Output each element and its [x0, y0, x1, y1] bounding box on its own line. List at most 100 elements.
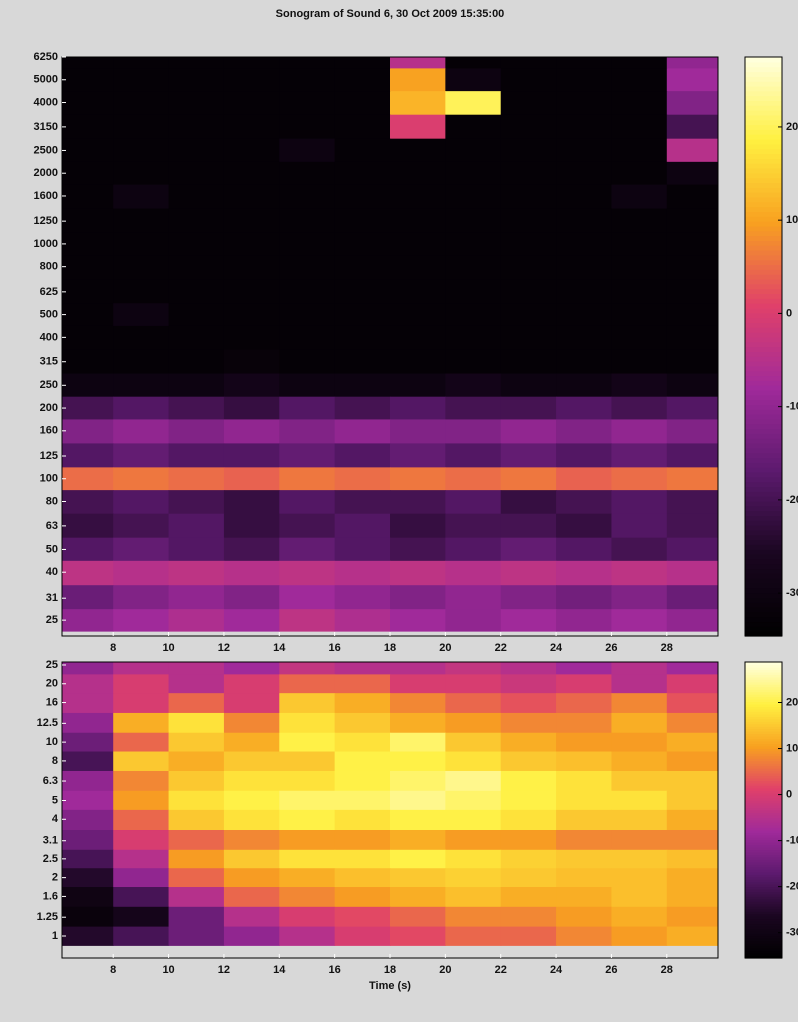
heatmap-cell	[168, 490, 225, 515]
heatmap-cell	[168, 184, 225, 210]
heatmap-cell	[279, 255, 336, 280]
heatmap-cell	[500, 751, 557, 772]
heatmap-cell	[113, 560, 170, 586]
colorbar-step	[745, 317, 782, 323]
heatmap-cell	[223, 662, 280, 675]
heatmap-cell	[445, 849, 502, 869]
heatmap-cell	[168, 693, 225, 714]
heatmap-cell	[556, 868, 612, 888]
heatmap-cell	[611, 537, 668, 562]
heatmap-cell	[611, 926, 668, 946]
x-tick-label: 18	[384, 642, 396, 654]
heatmap-cell	[113, 609, 170, 632]
heatmap-cell	[390, 57, 446, 69]
heatmap-cell	[279, 585, 336, 610]
heatmap-cell	[666, 57, 718, 69]
heatmap-cell	[500, 926, 557, 946]
heatmap-cell	[62, 490, 114, 515]
heatmap-cell	[611, 279, 668, 304]
heatmap-cell	[223, 732, 280, 753]
colorbar-step	[745, 827, 782, 831]
colorbar-step	[745, 520, 782, 526]
heatmap-cell	[500, 906, 557, 928]
heatmap-cell	[279, 849, 336, 869]
colorbar-step	[745, 394, 782, 401]
y-tick-label: 4	[52, 813, 59, 825]
heatmap-cell	[445, 373, 502, 398]
heatmap-cell	[666, 585, 718, 610]
colorbar-step	[745, 611, 782, 618]
heatmap-cell	[390, 208, 446, 234]
heatmap-cell	[666, 161, 718, 186]
y-tick-label: 1000	[34, 238, 58, 250]
heatmap-cell	[500, 208, 557, 234]
heatmap-cell	[223, 184, 280, 210]
colorbar-step	[745, 414, 782, 420]
heatmap-cell	[445, 349, 502, 375]
heatmap-cell	[611, 138, 668, 163]
heatmap-cell	[556, 57, 612, 69]
heatmap-cell	[666, 770, 718, 792]
heatmap-cell	[390, 849, 446, 869]
heatmap-cell	[445, 232, 502, 256]
heatmap-cell	[62, 373, 114, 398]
y-tick-label: 16	[46, 696, 58, 708]
colorbar-step	[745, 578, 782, 584]
heatmap-cell	[500, 303, 557, 327]
colorbar-step	[745, 918, 782, 922]
colorbar-step	[745, 839, 782, 843]
heatmap-cell	[556, 712, 612, 734]
heatmap-cell	[279, 57, 336, 69]
colorbar-step	[745, 691, 782, 695]
heatmap-cell	[556, 674, 612, 694]
heatmap-cell	[334, 68, 391, 92]
heatmap-cell	[611, 830, 668, 851]
heatmap-cell	[279, 279, 336, 304]
colorbar-step	[745, 336, 782, 343]
y-tick-label: 31	[46, 592, 58, 604]
colorbar-step	[745, 264, 782, 270]
heatmap-cell	[611, 114, 668, 140]
heatmap-cell	[223, 887, 280, 908]
heatmap-cell	[279, 732, 336, 753]
heatmap-cell	[445, 490, 502, 515]
colorbar-step	[745, 274, 782, 280]
heatmap-cell	[279, 303, 336, 327]
heatmap-cell	[168, 926, 225, 946]
heatmap-cell	[279, 513, 336, 539]
colorbar-step	[745, 404, 782, 410]
colorbar-frame	[744, 661, 783, 959]
heatmap-cell	[334, 809, 391, 831]
heatmap-cell	[334, 490, 391, 515]
heatmap-cell	[62, 770, 114, 792]
colorbar-step	[745, 457, 782, 463]
colorbar-step	[745, 471, 782, 478]
heatmap-cell	[390, 325, 446, 351]
heatmap-cell	[390, 138, 446, 163]
colorbar-step	[745, 817, 782, 821]
heatmap-cell	[390, 751, 446, 772]
heatmap-cell	[500, 114, 557, 140]
heatmap-cell	[500, 560, 557, 586]
colorbar-step	[745, 327, 782, 333]
heatmap-cell	[666, 91, 718, 116]
heatmap-cell	[168, 732, 225, 753]
heatmap-cell	[390, 906, 446, 928]
colorbar-step	[745, 703, 782, 707]
heatmap-cell	[611, 751, 668, 772]
heatmap-cell	[390, 662, 446, 675]
heatmap-cell	[666, 232, 718, 256]
colorbar-step	[745, 847, 782, 851]
colorbar-step	[745, 780, 782, 784]
colorbar-step	[745, 143, 782, 150]
y-tick-label: 10	[46, 736, 58, 748]
heatmap-cell	[62, 443, 114, 468]
heatmap-cell	[334, 609, 391, 632]
colorbar-step	[745, 768, 782, 772]
heatmap-cell	[168, 208, 225, 234]
heatmap-cell	[334, 255, 391, 280]
colorbar-step	[745, 360, 782, 367]
colorbar-step	[745, 61, 782, 68]
y-tick-label: 2500	[34, 144, 58, 156]
